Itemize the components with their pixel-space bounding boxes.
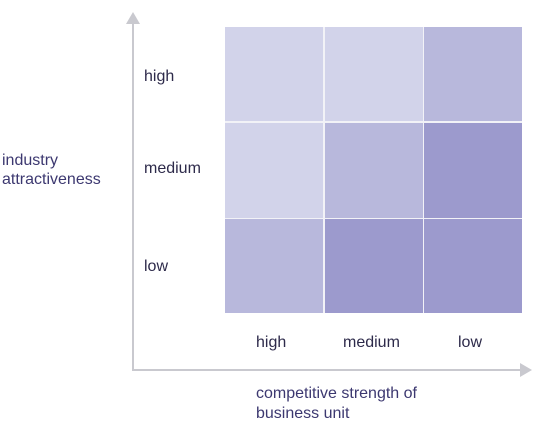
x-level-high: high <box>256 334 287 351</box>
matrix-grid <box>225 27 522 313</box>
x-level-medium: medium <box>343 334 400 351</box>
cell-low-medium <box>324 219 423 313</box>
y-axis-title-line2: attractiveness <box>2 171 101 188</box>
x-level-low: low <box>458 334 483 351</box>
cell-high-high <box>225 27 323 121</box>
y-axis-title-line1: industry <box>2 152 59 169</box>
x-axis-title-line1: competitive strength of <box>256 385 417 402</box>
x-axis-title-line2: business unit <box>256 405 350 422</box>
x-axis-arrow-icon <box>520 363 532 377</box>
cell-low-high <box>225 219 323 313</box>
cell-medium-high <box>225 122 323 218</box>
y-level-low: low <box>144 258 169 275</box>
cell-low-low <box>424 219 522 313</box>
y-axis-line <box>132 24 134 370</box>
x-axis-line <box>132 369 522 371</box>
cell-medium-low <box>424 122 522 218</box>
cell-high-low <box>424 27 522 121</box>
y-axis-title: industry attractiveness <box>2 151 101 189</box>
y-axis-arrow-icon <box>126 12 140 24</box>
y-level-high: high <box>144 68 175 85</box>
cell-medium-medium <box>324 122 423 218</box>
cell-high-medium <box>324 27 423 121</box>
x-axis-title: competitive strength of business unit <box>256 384 417 424</box>
y-level-medium: medium <box>144 160 201 177</box>
